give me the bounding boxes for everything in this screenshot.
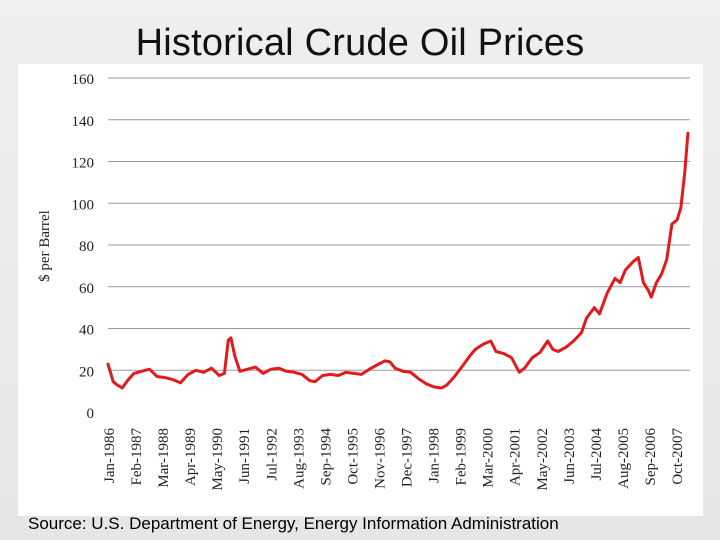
x-tick-label: Jun-2003 xyxy=(562,428,578,484)
chart-panel: 0 20 40 60 80 100 120 140 160 Jan-1986 Feb-1987 Ma… xyxy=(18,64,703,516)
y-tick-label: 20 xyxy=(79,364,94,380)
x-tick-label: Aug-1993 xyxy=(291,428,307,489)
x-tick-label: Mar-1988 xyxy=(156,428,172,488)
x-tick-label: Aug-2005 xyxy=(616,428,632,489)
x-tick-label: Mar-2000 xyxy=(481,428,497,488)
y-tick-label: 100 xyxy=(72,197,95,213)
x-tick-label: Sep-2006 xyxy=(643,428,659,486)
x-tick-label: Oct-2007 xyxy=(670,428,686,485)
y-tick-label: 0 xyxy=(87,406,95,422)
y-axis-ticks: 0 20 40 60 80 100 120 140 160 xyxy=(72,72,95,422)
x-tick-label: Apr-2001 xyxy=(508,428,524,486)
x-tick-label: May-2002 xyxy=(535,428,551,491)
series-line-0 xyxy=(106,131,690,390)
x-tick-label: Jul-1992 xyxy=(264,428,280,481)
x-tick-label: Sep-1994 xyxy=(318,428,334,486)
series-group xyxy=(106,131,690,390)
y-tick-label: 60 xyxy=(79,281,94,297)
y-tick-label: 80 xyxy=(79,239,94,255)
x-axis-ticks: Jan-1986 Feb-1987 Mar-1988 Apr-1989 May-1990… xyxy=(102,428,686,491)
x-tick-label: Nov-1996 xyxy=(372,428,388,489)
source-note: Source: U.S. Department of Energy, Energ… xyxy=(28,514,559,533)
y-tick-label: 40 xyxy=(79,323,94,339)
x-tick-label: Apr-1989 xyxy=(183,428,199,486)
x-tick-label: Dec-1997 xyxy=(400,428,416,488)
page-title: Historical Crude Oil Prices xyxy=(135,22,585,64)
x-tick-label: Jan-1998 xyxy=(427,428,443,483)
x-tick-label: Jan-1986 xyxy=(102,428,118,483)
y-axis-label: $ per Barrel xyxy=(37,210,53,282)
y-tick-label: 120 xyxy=(72,156,95,172)
x-tick-label: Oct-1995 xyxy=(345,428,361,485)
gridlines xyxy=(108,77,690,371)
x-tick-label: May-1990 xyxy=(210,428,226,491)
x-tick-label: Feb-1999 xyxy=(454,428,470,486)
y-tick-label: 160 xyxy=(72,72,95,88)
y-tick-label: 140 xyxy=(72,114,95,130)
oil-price-line-chart: 0 20 40 60 80 100 120 140 160 Jan-1986 Feb-1987 Ma… xyxy=(37,72,690,491)
x-tick-label: Jul-2004 xyxy=(589,428,605,481)
x-tick-label: Jun-1991 xyxy=(237,428,253,484)
x-tick-label: Feb-1987 xyxy=(129,428,145,486)
